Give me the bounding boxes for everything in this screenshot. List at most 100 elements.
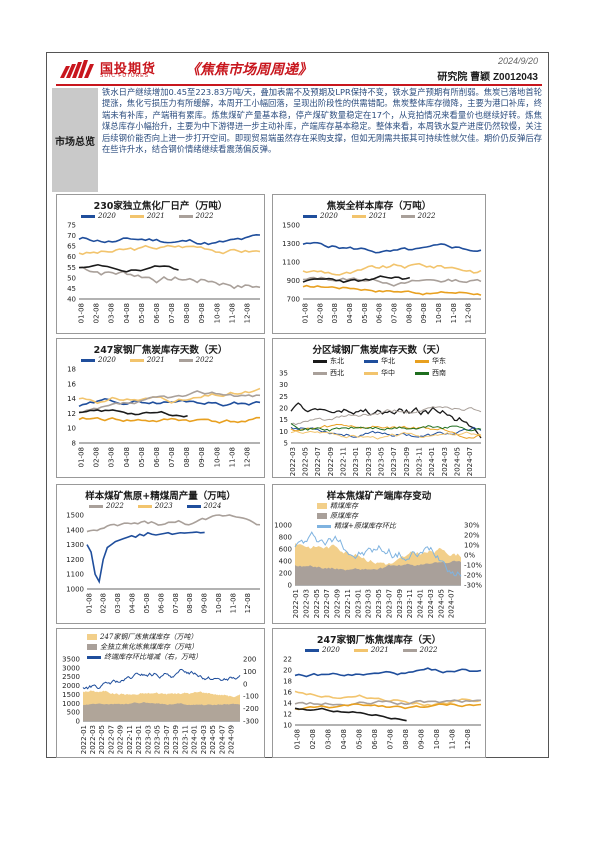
x-tick-label: 2022-11: [339, 447, 347, 476]
y-tick-label: 75: [67, 222, 76, 230]
x-tick-label: 02-08: [309, 729, 317, 749]
series-area: [83, 701, 240, 721]
y-tick-label: 22: [283, 656, 292, 664]
legend-item: 西北: [330, 369, 344, 377]
x-tick-label: 05-08: [138, 303, 146, 323]
y2-tick-label: -200: [243, 705, 259, 713]
y-tick-label: 700: [287, 296, 300, 304]
x-tick-label: 2023-07: [385, 589, 393, 618]
chart-coke-output: 230家独立焦化厂日产（万吨） 2020 2021 2022 75 70 65 60 5…: [56, 194, 265, 334]
x-tick-label: 04-08: [346, 303, 354, 323]
x-tick-label: 2022-09: [327, 447, 335, 476]
legend-item: 华北: [381, 357, 395, 365]
x-tick-label: 08-08: [183, 447, 191, 467]
legend-item: 2024: [203, 502, 222, 510]
y-tick-label: 900: [287, 277, 300, 285]
series-line: [78, 390, 261, 414]
series-line: [302, 241, 482, 254]
chart-legend: 东北 华北 华东 西北 华中 西南: [313, 356, 473, 378]
x-tick-label: 2024-05: [437, 589, 445, 618]
y-tick-label: 10: [279, 428, 288, 436]
x-tick-label: 2023-01: [352, 447, 360, 476]
series-line: [78, 416, 261, 424]
y2-tick-label: 10%: [464, 542, 480, 550]
y-tick-label: 1200: [66, 556, 84, 564]
x-tick-label: 2023-01: [354, 589, 362, 618]
y-tick-label: 2000: [62, 682, 80, 690]
series-line: [294, 667, 482, 678]
legend-item: 华中: [381, 369, 395, 377]
x-tick-label: 06-08: [153, 303, 161, 323]
series-line: [302, 275, 411, 284]
x-tick-label: 04-08: [340, 729, 348, 749]
report-header: 国投期货 SDIC FUTURES 《焦焦市场周周递》 2024/9/20 研究…: [56, 56, 542, 84]
x-tick-label: 10-08: [433, 729, 441, 749]
x-tick-label: 2023-11: [415, 447, 423, 476]
series-line: [78, 263, 179, 273]
x-tick-label: 2022-03: [89, 725, 97, 754]
series-line: [302, 262, 482, 276]
x-tick-label: 2023-03: [365, 589, 373, 618]
chart-legend: 2022 2023 2024: [89, 502, 221, 510]
x-tick-label: 2023-07: [390, 447, 398, 476]
chart-coal-production: 样本煤矿焦原+精煤周产量（万吨） 2022 2023 2024 1500 1400…: [56, 484, 265, 624]
summary-label: 市场总览: [52, 88, 98, 192]
legend-item: 2021: [370, 646, 389, 654]
x-tick-label: 2022-11: [126, 725, 134, 754]
y-tick-label: 50: [67, 274, 76, 282]
legend-item: 247家钢厂炼焦煤库存（万吨）: [100, 633, 198, 641]
y-tick-label: 10: [283, 722, 292, 730]
x-tick-label: 2023-03: [144, 725, 152, 754]
x-tick-label: 2024-01: [417, 589, 425, 618]
series-line: [78, 409, 188, 418]
y-tick-label: 10: [67, 425, 76, 433]
x-tick-label: 2022-01: [292, 589, 300, 618]
y-tick-label: 16: [283, 689, 292, 697]
legend-item: 2022: [106, 502, 124, 510]
x-tick-label: 02-08: [100, 593, 108, 613]
x-tick-label: 2023-09: [172, 725, 180, 754]
x-tick-label: 12-08: [244, 593, 252, 613]
x-tick-label: 10-08: [215, 593, 223, 613]
y-tick-label: 18: [283, 678, 292, 686]
x-tick-label: 04-08: [123, 447, 131, 467]
y-tick-label: 3500: [62, 656, 80, 664]
report-author: 研究院 曹颖 Z0012043: [437, 72, 538, 83]
x-tick-label: 06-08: [153, 447, 161, 467]
x-tick-label: 2022-11: [344, 589, 352, 618]
chart-plot: 35003000250020001500100050002001000-100-…: [62, 656, 259, 755]
series-line: [294, 703, 482, 711]
series-line: [302, 284, 482, 296]
x-tick-label: 12-08: [243, 303, 251, 323]
x-tick-label: 02-08: [316, 303, 324, 323]
x-tick-label: 07-08: [168, 303, 176, 323]
y2-tick-label: 0: [243, 680, 247, 688]
legend-item: 2022: [419, 646, 438, 654]
report-date: 2024/9/20: [497, 56, 538, 66]
report-title: 《焦焦市场周周递》: [186, 62, 312, 78]
x-tick-label: 01-08: [294, 729, 302, 749]
chart-coke-days: 247家钢厂焦炭库存天数（天） 2020 2021 2022 18 16 14 12 1…: [56, 338, 265, 478]
y-tick-label: 500: [67, 709, 80, 717]
x-tick-label: 2022-07: [107, 725, 115, 754]
x-tick-label: 03-08: [108, 447, 116, 467]
y-tick-label: 600: [279, 546, 292, 554]
legend-item: 2022: [417, 212, 436, 220]
x-tick-label: 11-08: [450, 303, 458, 323]
series-line: [78, 266, 261, 290]
chart-legend: 2020 2021 2022: [303, 212, 435, 220]
x-tick-label: 01-08: [301, 303, 309, 323]
y-tick-label: 12: [283, 711, 292, 719]
x-tick-label: 07-08: [172, 593, 180, 613]
x-tick-label: 08-08: [186, 593, 194, 613]
logo-text: 国投期货: [100, 62, 157, 77]
chart-title: 分区域钢厂焦炭库存天数（天）: [312, 345, 446, 356]
x-tick-label: 2022-03: [289, 447, 297, 476]
x-tick-label: 2023-07: [163, 725, 171, 754]
header-divider: [56, 84, 542, 86]
x-tick-label: 2024-01: [191, 725, 199, 754]
x-tick-label: 06-08: [157, 593, 165, 613]
